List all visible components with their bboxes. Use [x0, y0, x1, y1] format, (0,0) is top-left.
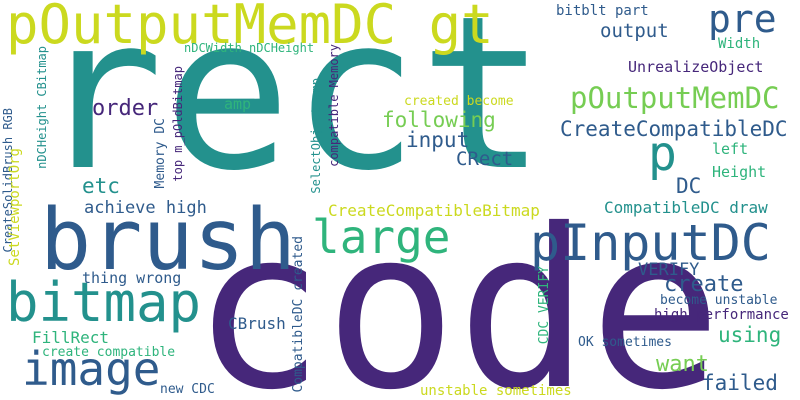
word-using: using — [718, 323, 782, 347]
word-failed: failed — [702, 371, 778, 395]
word-achieve-high: achieve high — [84, 198, 207, 218]
word-dc: DC — [676, 174, 702, 198]
word-rect: rect — [36, 0, 547, 217]
word-compatibledc-draw: CompatibleDC draw — [604, 198, 768, 217]
word-code: code — [192, 182, 722, 400]
word-high-performance: high performance — [654, 307, 789, 323]
word-create-compatible: create compatible — [42, 345, 176, 360]
word-new-cdc: new CDC — [160, 382, 215, 397]
word-ok-sometimes: OK sometimes — [578, 335, 672, 350]
word-want: want — [656, 352, 709, 377]
word-verify: VERIFY — [638, 260, 700, 280]
word-become-unstable: become unstable — [660, 293, 778, 308]
word-cdc-verify: CDC VERIFY — [537, 266, 552, 345]
word-bitmap: bitmap — [6, 271, 202, 334]
word-left: left — [712, 140, 749, 158]
word-following: following — [382, 108, 496, 132]
word-thing-wrong: thing wrong — [82, 269, 182, 287]
word-poutputmemdc: pOutputMemDC — [570, 81, 780, 115]
word-createcompatibledc: CreateCompatibleDC — [560, 117, 788, 141]
word-top-m-poldbitmap: top m_pOldBitmap — [171, 66, 185, 182]
word-compatible-memory: compatible Memory — [327, 44, 341, 167]
word-p: p — [648, 126, 677, 182]
word-unstable-sometimes: unstable sometimes — [420, 383, 572, 399]
word-output: output — [600, 20, 669, 42]
word-width: Width — [718, 36, 761, 52]
word-unrealizeobject: UnrealizeObject — [628, 58, 764, 76]
word-crect: CRect — [456, 148, 514, 170]
word-poutputmemdc-gt: pOutputMemDC gt — [6, 0, 494, 56]
word-ndcwidth-ndcheight: nDCWidth nDCHeight — [184, 41, 315, 55]
word-selectobject-amp: SelectObject amp — [309, 78, 323, 194]
word-input: input — [406, 128, 470, 152]
word-create: create — [664, 272, 744, 297]
word-image: image — [22, 342, 161, 396]
word-large: large — [312, 210, 451, 264]
word-brush: brush — [40, 191, 296, 290]
word-memory-dc: Memory DC — [153, 118, 168, 189]
word-pre: pre — [708, 0, 777, 41]
word-createcompatiblebitmap: CreateCompatibleBitmap — [328, 201, 540, 220]
word-created-become: created become — [404, 94, 514, 109]
word-order: order — [92, 96, 159, 121]
word-amp: amp — [224, 95, 252, 113]
word-etc: etc — [82, 174, 120, 198]
word-ndcheight-cbitmap: nDCHeight CBitmap — [35, 46, 49, 169]
word-height: Height — [712, 163, 767, 181]
word-compatibledc-created: CompatibleDC created — [291, 236, 306, 393]
word-setvieworg: SetViewportOrg — [7, 148, 23, 267]
word-cbrush: CBrush — [228, 314, 286, 333]
word-pinputdc: pInputDC — [530, 214, 771, 272]
word-bitblt-part: bitblt part — [556, 3, 649, 19]
word-fillrect: FillRect — [32, 328, 110, 347]
